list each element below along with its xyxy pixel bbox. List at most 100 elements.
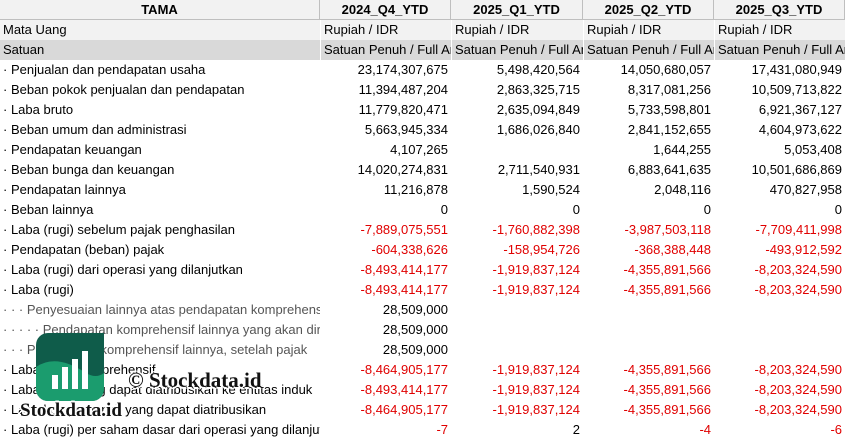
value-cell: -368,388,448 — [634, 242, 711, 257]
value-cell: 4,604,973,622 — [758, 122, 842, 137]
value-cell: 28,509,000 — [382, 322, 448, 337]
header-cell: 2024_Q4_YTD — [320, 0, 451, 20]
row-label: · Beban pokok penjualan dan pendapatan — [3, 82, 245, 97]
value-cell: 0 — [703, 202, 711, 217]
value-cell: 5,498,420,564 — [496, 62, 580, 77]
value-cell: -604,338,626 — [371, 242, 448, 257]
value-cell: 5,053,408 — [784, 142, 842, 157]
row-label: · Beban bunga dan keuangan — [3, 162, 175, 177]
header-cell: 2025_Q3_YTD — [714, 0, 845, 20]
value-cell: 2,048,116 — [654, 182, 711, 197]
value-cell: Rupiah / IDR — [714, 20, 845, 40]
value-cell: -1,919,837,124 — [492, 402, 580, 417]
value-cell: -8,203,324,590 — [754, 382, 842, 397]
value-cell: -8,464,905,177 — [360, 402, 448, 417]
value-cell: -493,912,592 — [765, 242, 842, 257]
value-cell: 0 — [440, 202, 448, 217]
value-cell: 6,883,641,635 — [627, 162, 711, 177]
value-cell: 10,501,686,869 — [751, 162, 842, 177]
value-cell: 5,733,598,801 — [627, 102, 711, 117]
value-cell: -158,954,726 — [503, 242, 580, 257]
value-cell: 6,921,367,127 — [758, 102, 842, 117]
value-cell: 23,174,307,675 — [357, 62, 448, 77]
value-cell: 2 — [572, 422, 580, 437]
value-cell: Satuan Penuh / Full Amount — [714, 40, 845, 60]
row-label: · Penjualan dan pendapatan usaha — [3, 62, 206, 77]
value-cell: 2,711,540,931 — [497, 162, 580, 177]
value-cell: -8,464,905,177 — [360, 362, 448, 377]
value-cell: -8,493,414,177 — [360, 262, 448, 277]
value-cell: Rupiah / IDR — [320, 20, 451, 40]
empty-cell — [583, 320, 714, 340]
value-cell: -4,355,891,566 — [623, 402, 711, 417]
value-cell: 1,590,524 — [522, 182, 580, 197]
header-cell: 2025_Q1_YTD — [451, 0, 583, 20]
header-cell: TAMA — [0, 0, 320, 20]
value-cell: 5,663,945,334 — [364, 122, 448, 137]
value-cell: -8,203,324,590 — [754, 262, 842, 277]
value-cell: 470,827,958 — [769, 182, 842, 197]
value-cell: -1,919,837,124 — [492, 362, 580, 377]
value-cell: 17,431,080,949 — [751, 62, 842, 77]
value-cell: Satuan Penuh / Full Amount — [320, 40, 451, 60]
value-cell: 1,686,026,840 — [496, 122, 580, 137]
empty-cell — [714, 340, 845, 360]
value-cell: -6 — [830, 422, 842, 437]
value-cell: Satuan Penuh / Full Amount — [583, 40, 714, 60]
value-cell: 10,509,713,822 — [751, 82, 842, 97]
row-label: · Beban umum dan administrasi — [3, 122, 187, 137]
value-cell: -7,709,411,998 — [755, 222, 843, 237]
value-cell: -7 — [436, 422, 448, 437]
value-cell: 11,779,820,471 — [358, 102, 448, 117]
row-label: · · · · · Pendapatan komprehensif lainny… — [3, 322, 320, 337]
value-cell: 1,644,255 — [653, 142, 711, 157]
value-cell: 2,863,325,715 — [496, 82, 580, 97]
value-cell: -8,493,414,177 — [360, 382, 448, 397]
value-cell: Rupiah / IDR — [451, 20, 583, 40]
value-cell: 14,050,680,057 — [620, 62, 711, 77]
row-label: · Laba bruto — [3, 102, 74, 117]
empty-cell — [714, 320, 845, 340]
empty-cell — [451, 300, 583, 320]
value-cell: -8,203,324,590 — [754, 282, 842, 297]
empty-cell — [451, 340, 583, 360]
value-cell: -4,355,891,566 — [623, 362, 711, 377]
header-cell: 2025_Q2_YTD — [583, 0, 714, 20]
row-label: · · · Pendapatan komprehensif lainnya, s… — [3, 342, 308, 357]
row-label: Mata Uang — [0, 20, 320, 40]
value-cell: 11,394,487,204 — [358, 82, 448, 97]
row-label: · Laba (rugi) per saham dasar dari opera… — [3, 422, 320, 437]
value-cell: -3,987,503,118 — [624, 222, 712, 237]
row-label: · Laba (rugi) yang dapat diatribusikan k… — [3, 382, 313, 397]
value-cell: 11,216,878 — [383, 182, 448, 197]
value-cell: 28,509,000 — [382, 342, 448, 357]
value-cell: -1,919,837,124 — [492, 282, 580, 297]
value-cell: -4,355,891,566 — [623, 282, 711, 297]
value-cell: 14,020,274,831 — [357, 162, 448, 177]
value-cell: -1,760,882,398 — [492, 222, 580, 237]
row-label: · Laba komprehensif yang dapat diatribus… — [3, 402, 267, 417]
value-cell: Satuan Penuh / Full Amount — [451, 40, 583, 60]
value-cell: 28,509,000 — [382, 302, 448, 317]
row-label: · Laba (rugi) — [3, 282, 74, 297]
value-cell: 0 — [572, 202, 580, 217]
empty-cell — [451, 320, 583, 340]
value-cell: -1,919,837,124 — [492, 382, 580, 397]
value-cell: 2,841,152,655 — [627, 122, 711, 137]
row-label: · Pendapatan lainnya — [3, 182, 126, 197]
value-cell: 0 — [834, 202, 842, 217]
empty-cell — [714, 300, 845, 320]
value-cell: 8,317,081,256 — [627, 82, 711, 97]
value-cell: -4 — [699, 422, 711, 437]
row-label: · Laba (rugi) komprehensif — [3, 362, 156, 377]
empty-cell — [451, 140, 583, 160]
row-label: · Pendapatan keuangan — [3, 142, 142, 157]
row-label: · Laba (rugi) dari operasi yang dilanjut… — [3, 262, 243, 277]
row-label: · Laba (rugi) sebelum pajak penghasilan — [3, 222, 235, 237]
row-label: Satuan — [0, 40, 320, 60]
value-cell: -1,919,837,124 — [492, 262, 580, 277]
empty-cell — [583, 340, 714, 360]
value-cell: -7,889,075,551 — [360, 222, 448, 237]
empty-cell — [583, 300, 714, 320]
